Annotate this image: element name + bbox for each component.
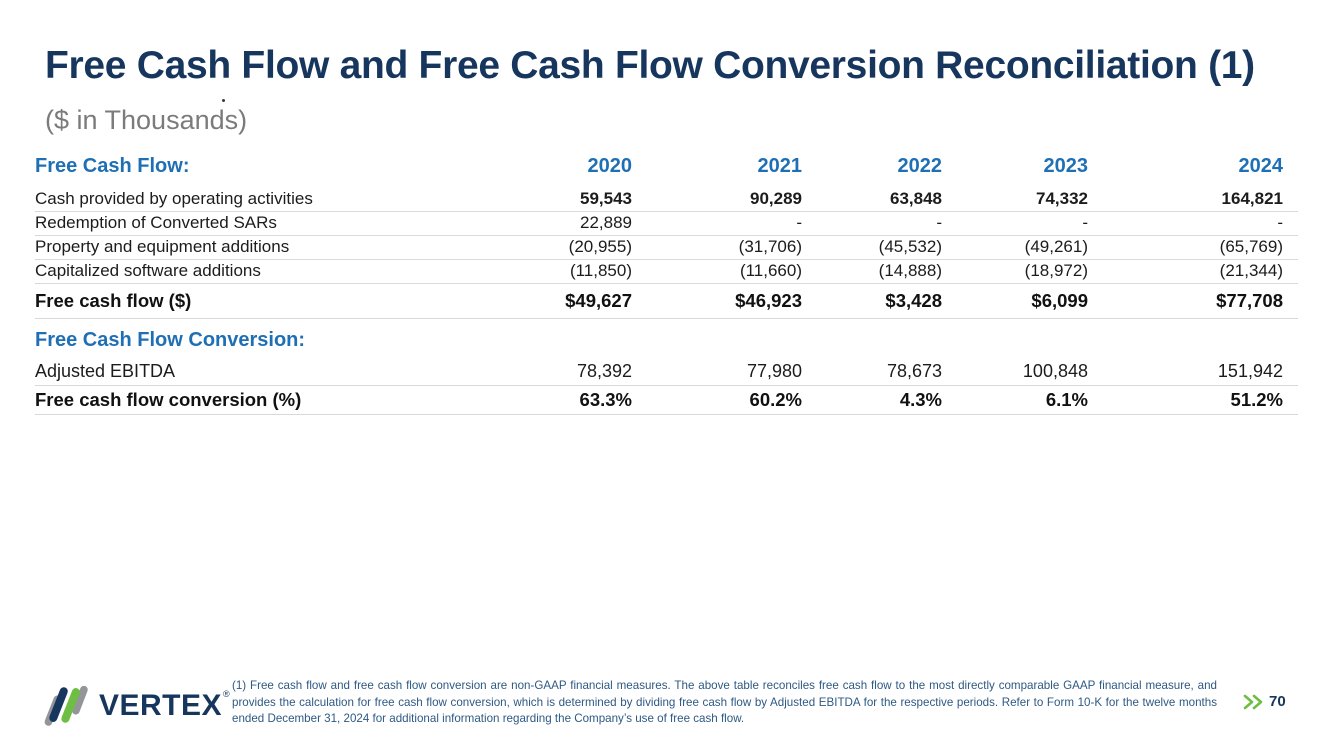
cell-value: 59,543 [460,188,632,212]
table-row-free-cash-flow-total: Free cash flow ($) $49,627 $46,923 $3,42… [35,283,1298,319]
cell-value: (11,660) [632,259,802,284]
cell-value: 6.1% [942,385,1088,415]
row-label: Free cash flow conversion (%) [35,385,460,415]
year-header-2024: 2024 [1238,154,1284,177]
cell-value: $6,099 [942,283,1088,319]
footnote-text: (1) Free cash flow and free cash flow co… [232,679,1217,726]
section-header-row-free-cash-flow: Free Cash Flow: 2020 2021 2022 2023 2024 [35,150,1298,188]
table-row-conversion-percent: Free cash flow conversion (%) 63.3% 60.2… [35,385,1298,415]
cell-value: 63,848 [802,188,942,212]
page-marker: 70 [1243,693,1286,710]
cell-value: (18,972) [942,259,1088,284]
year-header-2020: 2020 [587,154,633,177]
reconciliation-table: Free Cash Flow: 2020 2021 2022 2023 2024… [35,150,1298,415]
page-title: Free Cash Flow and Free Cash Flow Conver… [45,44,1255,87]
row-label: Redemption of Converted SARs [35,211,460,236]
row-label: Adjusted EBITDA [35,358,460,386]
section-header-row-conversion: Free Cash Flow Conversion: [35,319,1298,359]
table-row-property-equipment: Property and equipment additions (20,955… [35,235,1298,260]
row-label: Free cash flow ($) [35,283,460,319]
cell-value: 151,942 [1088,358,1298,386]
cell-value: (45,532) [802,235,942,260]
cell-value: (21,344) [1088,259,1298,284]
reconciliation-table-container: Free Cash Flow: 2020 2021 2022 2023 2024… [35,150,1298,415]
cell-value: 90,289 [632,188,802,212]
cell-value: 60.2% [632,385,802,415]
cell-value: (31,706) [632,235,802,260]
cell-value: 4.3% [802,385,942,415]
year-header-2021: 2021 [757,154,803,177]
cell-value: (20,955) [460,235,632,260]
year-header-2023: 2023 [1043,154,1089,177]
year-header-2022: 2022 [897,154,943,177]
cell-value: (49,261) [942,235,1088,260]
cell-value: $3,428 [802,283,942,319]
vertex-logo: VERTEX® [42,683,230,727]
cell-value: 74,332 [942,188,1088,212]
section-header-free-cash-flow-conversion: Free Cash Flow Conversion: [35,329,306,352]
cell-value: 77,980 [632,358,802,386]
cell-value: 22,889 [460,211,632,236]
cell-value: - [942,211,1088,236]
stray-period-artifact [222,99,225,102]
cell-value: $49,627 [460,283,632,319]
cell-value: 164,821 [1088,188,1298,212]
row-label: Capitalized software additions [35,259,460,284]
cell-value: - [632,211,802,236]
cell-value: 78,673 [802,358,942,386]
cell-value: $46,923 [632,283,802,319]
cell-value: 100,848 [942,358,1088,386]
cell-value: (11,850) [460,259,632,284]
subtitle-units: ($ in Thousands) [45,105,248,135]
row-label: Cash provided by operating activities [35,188,460,212]
cell-value: 51.2% [1088,385,1298,415]
cell-value: (14,888) [802,259,942,284]
table-row-adjusted-ebitda: Adjusted EBITDA 78,392 77,980 78,673 100… [35,358,1298,386]
vertex-wordmark: VERTEX® [99,688,231,722]
cell-value: $77,708 [1088,283,1298,319]
cell-value: 63.3% [460,385,632,415]
table-row-sars-redemption: Redemption of Converted SARs 22,889 - - … [35,211,1298,236]
cell-value: - [1088,211,1298,236]
table-row-capitalized-software: Capitalized software additions (11,850) … [35,259,1298,284]
section-header-free-cash-flow: Free Cash Flow: [35,154,190,177]
cell-value: (65,769) [1088,235,1298,260]
row-label: Property and equipment additions [35,235,460,260]
cell-value: 78,392 [460,358,632,386]
vertex-logo-mark-icon [44,685,88,726]
double-chevron-icon [1243,694,1263,709]
registered-trademark-symbol: ® [223,688,231,699]
table-row-operating-activities: Cash provided by operating activities 59… [35,188,1298,212]
page-number: 70 [1269,693,1286,710]
cell-value: - [802,211,942,236]
